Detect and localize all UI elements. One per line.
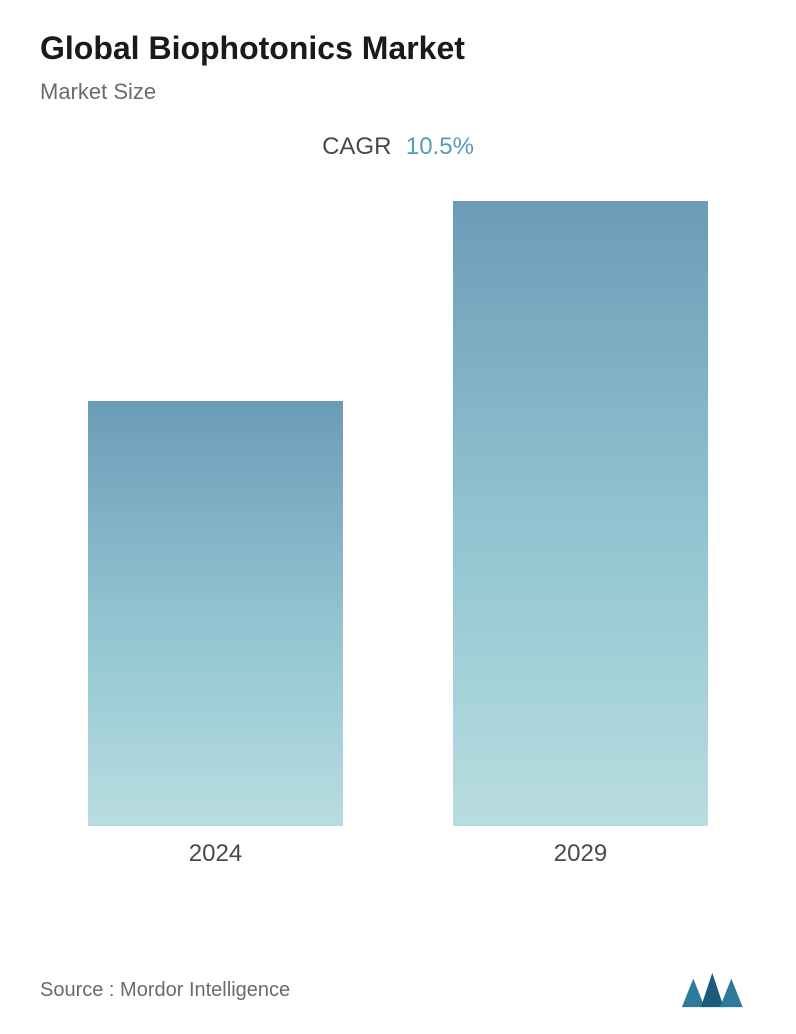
bar-group-1: 2029	[453, 201, 708, 826]
source-text: Source : Mordor Intelligence	[40, 979, 290, 1002]
bar-0	[88, 401, 343, 826]
cagr-label: CAGR	[322, 133, 391, 160]
page-subtitle: Market Size	[40, 79, 756, 105]
bar-chart: 2024 2029	[40, 196, 756, 876]
footer: Source : Mordor Intelligence	[40, 971, 756, 1009]
page-title: Global Biophotonics Market	[40, 30, 756, 67]
bar-label-0: 2024	[189, 840, 242, 868]
logo-icon	[680, 971, 756, 1009]
cagr-value: 10.5%	[406, 133, 474, 160]
bar-group-0: 2024	[88, 401, 343, 826]
bar-1	[453, 201, 708, 826]
bar-label-1: 2029	[554, 840, 607, 868]
cagr-container: CAGR 10.5%	[40, 133, 756, 161]
